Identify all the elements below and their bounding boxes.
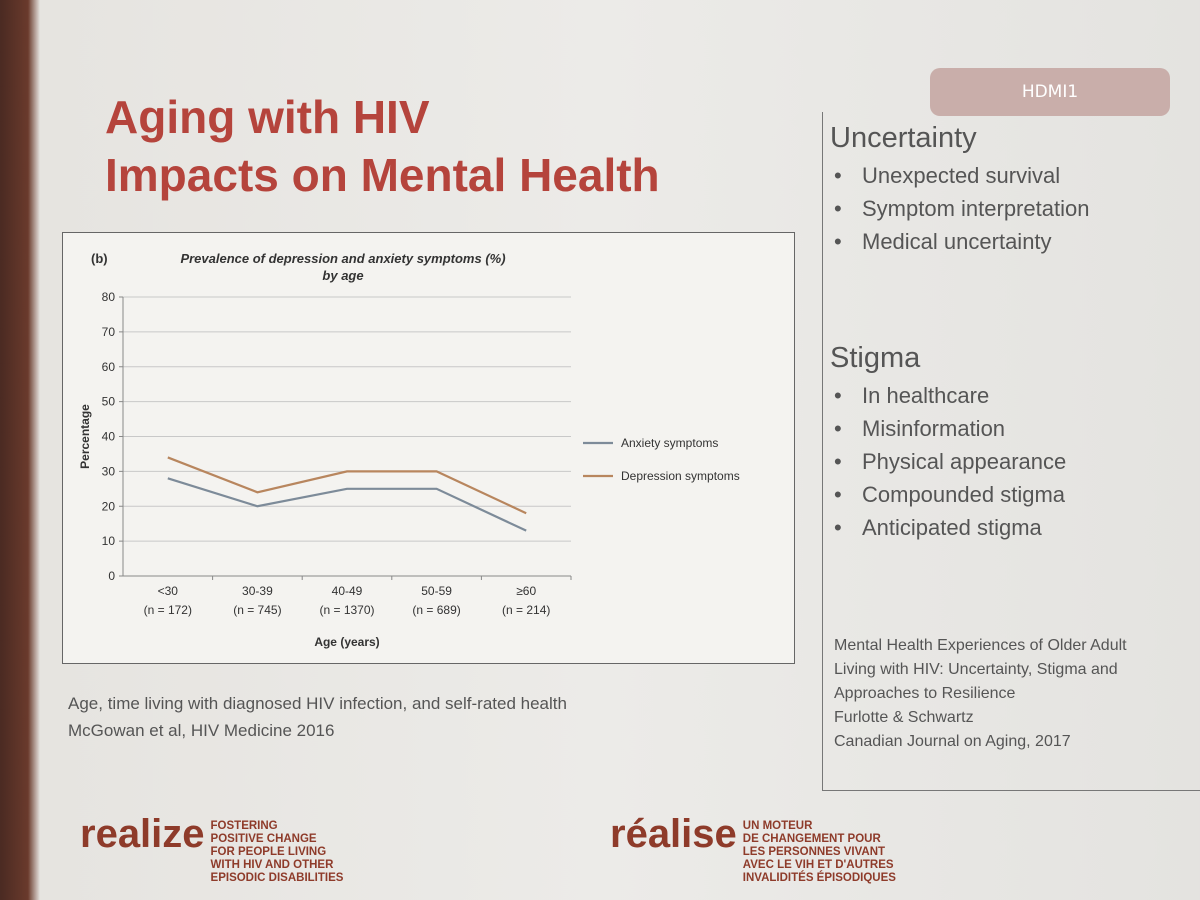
- input-label: HDMI1: [1021, 82, 1079, 102]
- section: Uncertainty Unexpected survivalSymptom in…: [820, 122, 1200, 258]
- y-tick-label: 30: [102, 464, 116, 478]
- bullet: Medical uncertainty: [834, 225, 1200, 258]
- tagline-line: UN MOTEUR: [742, 820, 813, 832]
- tagline-line: EPISODIC DISABILITIES: [210, 872, 344, 884]
- logo: réalise UN MOTEUR DE CHANGEMENT POUR LES PE…: [610, 812, 896, 885]
- y-tick-label: 50: [102, 395, 116, 409]
- bullet: Unexpected survival: [834, 159, 1200, 192]
- tagline-line: DE CHANGEMENT POUR: [742, 833, 881, 845]
- x-tick-label: <30: [158, 584, 179, 598]
- reference-line: Mental Health Experiences of Older Adult: [834, 637, 1127, 654]
- side-panel: [822, 112, 1200, 791]
- tagline-line: FOR PEOPLE LIVING: [210, 846, 327, 858]
- title-line: Aging with HIV: [105, 91, 430, 143]
- logo-tagline: UN MOTEUR DE CHANGEMENT POUR LES PERSONNES…: [743, 820, 896, 885]
- tagline-line: LES PERSONNES VIVANT: [742, 846, 886, 858]
- reference-line: Furlotte & Schwartz: [834, 709, 974, 726]
- x-tick-label: (n = 214): [502, 603, 550, 617]
- input-badge: HDMI1: [930, 68, 1170, 116]
- reference-line: Living with HIV: Uncertainty, Stigma and: [834, 661, 1118, 678]
- title-line: Impacts on Mental Health: [105, 149, 660, 201]
- tagline-line: WITH HIV AND OTHER: [210, 859, 334, 871]
- y-tick-label: 60: [102, 360, 116, 374]
- bullet: Compounded stigma: [834, 478, 1200, 511]
- reference-line: McGowan et al, HIV Medicine 2016: [68, 721, 335, 740]
- y-tick-label: 20: [102, 499, 116, 513]
- tagline-line: FOSTERING: [210, 820, 278, 832]
- legend-label: Anxiety symptoms: [621, 436, 718, 450]
- bullet-list: In healthcareMisinformationPhysical appe…: [820, 379, 1200, 544]
- bullet: Physical appearance: [834, 445, 1200, 478]
- chart: (b) Prevalence of depression and anxiety …: [78, 251, 740, 649]
- bullet: Symptom interpretation: [834, 192, 1200, 225]
- x-tick-label: 40-49: [332, 584, 363, 598]
- logo-tagline: FOSTERING POSITIVE CHANGE FOR PEOPLE LIVIN…: [211, 820, 344, 885]
- chart-title: Prevalence of depression and anxiety sym…: [180, 251, 505, 283]
- tagline-line: INVALIDITÉS ÉPISODIQUES: [742, 872, 896, 884]
- section: Stigma In healthcareMisinformationPhysica…: [820, 342, 1200, 544]
- y-tick-label: 80: [102, 290, 116, 304]
- x-tick-label: (n = 745): [233, 603, 281, 617]
- section-heading: Stigma: [830, 342, 921, 374]
- logo-name: realize: [80, 812, 205, 856]
- x-tick-label: (n = 689): [412, 603, 460, 617]
- y-tick-label: 0: [108, 569, 115, 583]
- x-tick-label: 30-39: [242, 584, 273, 598]
- bullet-list: Unexpected survivalSymptom interpretatio…: [820, 159, 1200, 258]
- bullet: In healthcare: [834, 379, 1200, 412]
- y-tick-label: 40: [102, 430, 116, 444]
- data-line: [167, 456, 527, 515]
- tagline-line: POSITIVE CHANGE: [210, 833, 317, 845]
- x-tick-label: (n = 172): [144, 603, 192, 617]
- x-tick-label: ≥60: [516, 584, 536, 598]
- x-tick-label: 50-59: [421, 584, 452, 598]
- logo: realize FOSTERING POSITIVE CHANGE FOR PEOPL…: [80, 812, 343, 885]
- reference-line: Canadian Journal on Aging, 2017: [834, 733, 1071, 750]
- y-tick-label: 70: [102, 325, 116, 339]
- slide-title: Aging with HIV Impacts on Mental Health: [105, 88, 660, 204]
- reference-line: Approaches to Resilience: [834, 685, 1016, 702]
- chart-panel: (b) Prevalence of depression and anxiety …: [62, 232, 795, 664]
- legend-label: Depression symptoms: [621, 469, 740, 483]
- reference-line: Age, time living with diagnosed HIV infe…: [68, 694, 567, 713]
- bullet: Misinformation: [834, 412, 1200, 445]
- y-tick-label: 10: [102, 534, 116, 548]
- sections: Uncertainty Unexpected survivalSymptom in…: [820, 122, 1200, 544]
- y-axis-label: Percentage: [78, 404, 92, 469]
- logo-name: réalise: [610, 812, 737, 856]
- reference-right: Mental Health Experiences of Older Adult…: [834, 634, 1127, 754]
- bullet: Anticipated stigma: [834, 511, 1200, 544]
- data-line: [167, 477, 527, 532]
- tagline-line: AVEC LE VIH ET D'AUTRES: [742, 859, 894, 871]
- section-heading: Uncertainty: [830, 122, 977, 154]
- x-tick-label: (n = 1370): [319, 603, 374, 617]
- x-axis-label: Age (years): [314, 635, 379, 649]
- panel-label: (b): [91, 251, 108, 266]
- reference-left: Age, time living with diagnosed HIV infe…: [68, 690, 567, 744]
